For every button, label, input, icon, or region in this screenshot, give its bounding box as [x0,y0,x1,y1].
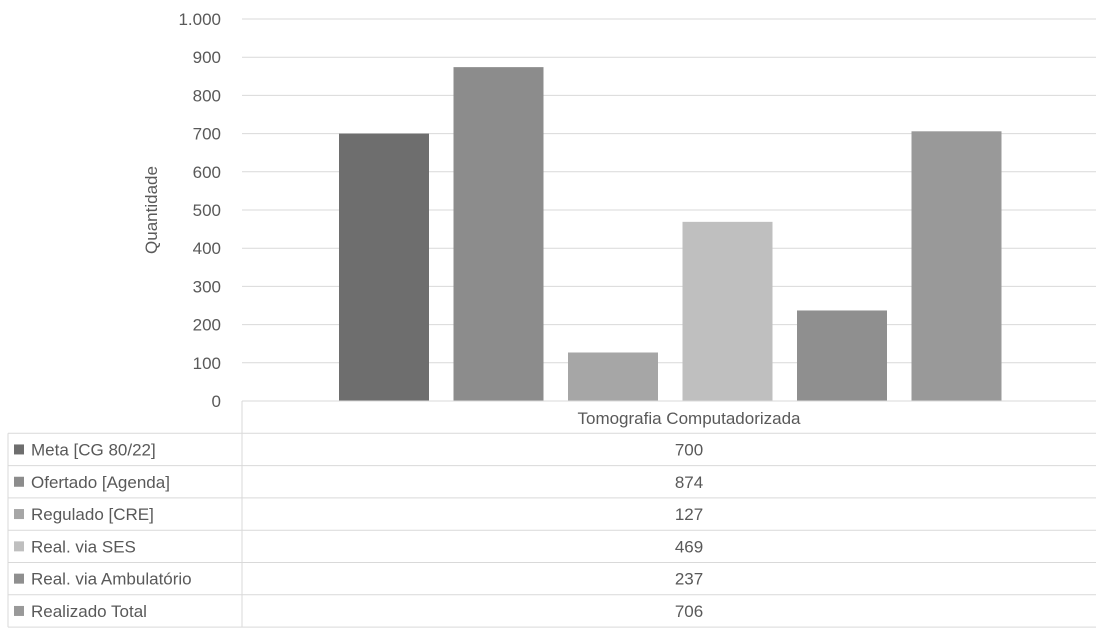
data-label: 874 [675,473,703,492]
y-tick-label: 700 [193,125,221,144]
legend-label: Ofertado [Agenda] [31,473,170,492]
bar [911,131,1002,402]
x-category-label: Tomografia Computadorizada [577,409,801,428]
legend-swatch [14,541,24,552]
legend-label: Realizado Total [31,602,147,621]
data-label: 700 [675,440,703,459]
y-tick-label: 600 [193,163,221,182]
y-tick-label: 0 [212,392,221,411]
data-label: 469 [675,537,703,556]
legend-label: Real. via Ambulatório [31,570,192,589]
legend-swatch [14,605,24,616]
y-tick-label: 800 [193,86,221,105]
y-tick-label: 900 [193,48,221,67]
legend-swatch [14,509,24,520]
y-axis-title: Quantidade [142,166,161,254]
y-tick-label: 1.000 [178,10,221,29]
bar [797,310,887,401]
legend-label: Meta [CG 80/22] [31,440,156,459]
y-tick-label: 200 [193,316,221,335]
y-tick-label: 100 [193,354,221,373]
y-tick-label: 300 [193,277,221,296]
data-label: 237 [675,570,703,589]
bar [568,352,658,401]
bars [339,67,1002,402]
data-label: 127 [675,505,703,524]
y-axis-ticks: 0 100 200 300 400 500 600 700 800 900 1.000 [178,10,221,411]
y-tick-label: 400 [193,239,221,258]
legend-swatch [14,444,24,455]
legend-label: Real. via SES [31,537,136,556]
data-label: 706 [675,602,703,621]
legend-swatch [14,573,24,584]
data-table: Tomografia Computadorizada Meta [CG 80/22… [7,400,1096,628]
bar [682,221,773,401]
y-tick-label: 500 [193,201,221,220]
bar [453,67,544,401]
bar [339,133,429,401]
legend-swatch [14,476,24,487]
legend-label: Regulado [CRE] [31,505,154,524]
